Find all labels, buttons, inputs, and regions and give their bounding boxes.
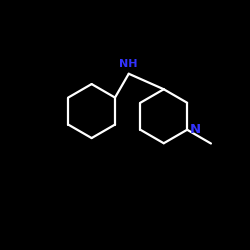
Text: N: N — [190, 123, 201, 136]
Text: NH: NH — [120, 59, 138, 69]
